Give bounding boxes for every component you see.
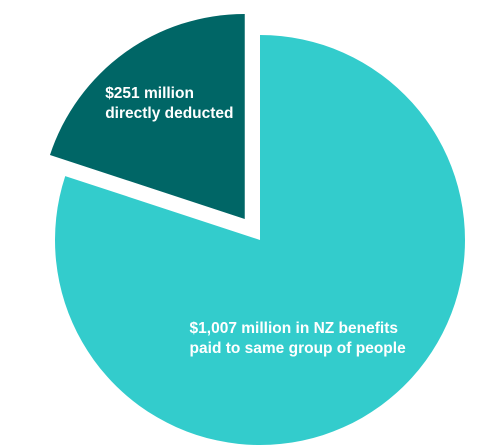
pie-slice-label-1-line-1: directly deducted xyxy=(105,105,233,122)
pie-slice-label-0: $1,007 million in NZ benefits paid to sam… xyxy=(190,320,407,357)
pie-slice-1 xyxy=(49,13,245,219)
pie-slice-0 xyxy=(55,35,465,445)
pie-labels: $1,007 million in NZ benefits paid to sam… xyxy=(105,85,406,357)
pie-slice-label-0-line-0: $1,007 million in NZ benefits xyxy=(190,320,398,337)
pie-slices xyxy=(49,13,465,445)
pie-slice-label-1: $251 million directly deducted xyxy=(105,85,233,122)
pie-slice-label-1-line-0: $251 million xyxy=(105,85,194,102)
pie-slice-label-0-line-1: paid to same group of people xyxy=(190,340,407,357)
